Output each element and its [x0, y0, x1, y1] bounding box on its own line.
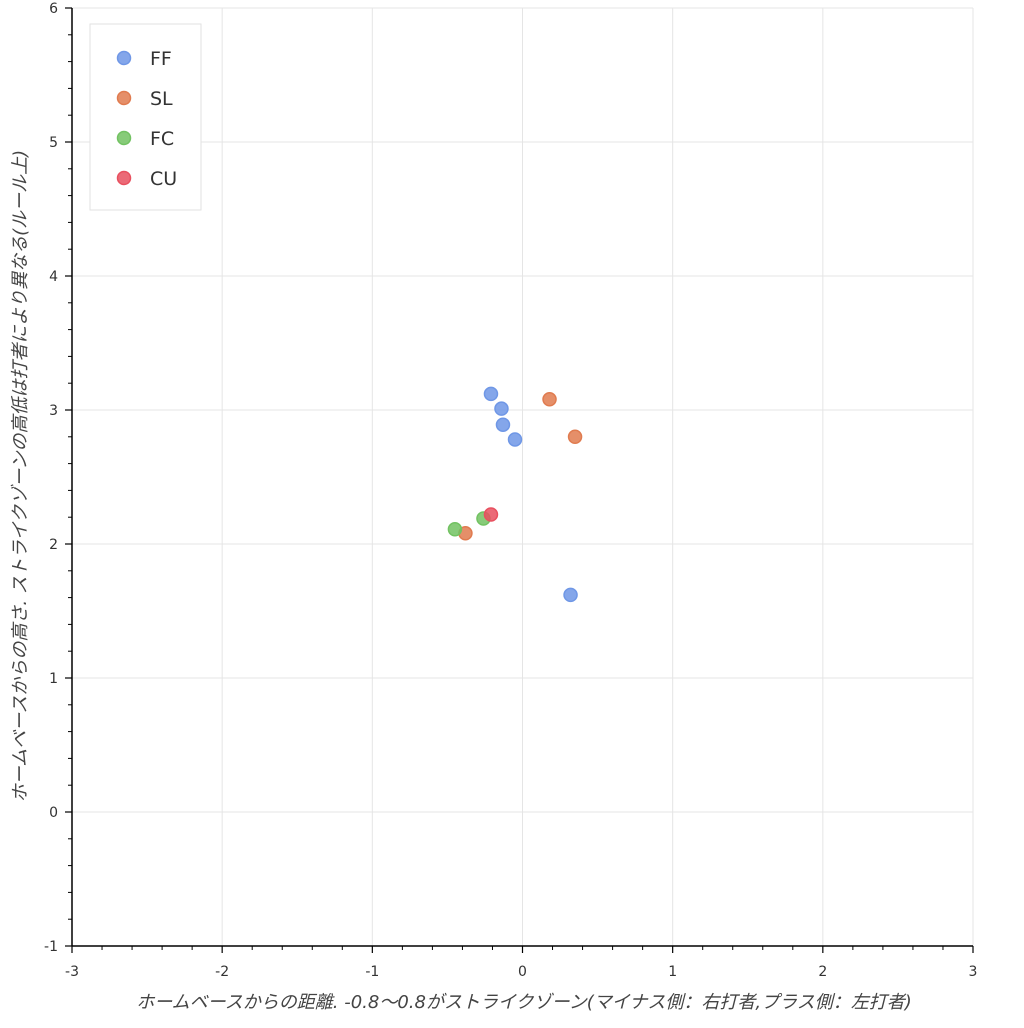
y-tick-label: 5: [49, 135, 58, 151]
x-tick-label: 2: [818, 964, 827, 980]
x-tick-label: 0: [518, 964, 527, 980]
y-tick-label: 2: [49, 537, 58, 553]
x-axis-title: ホームベースからの距離. -0.8〜0.8がストライクゾーン(マイナス側：右打者…: [136, 992, 912, 1013]
data-point-ff: [495, 417, 511, 432]
legend-marker-cu: [116, 170, 132, 186]
x-tick-label: 3: [969, 964, 978, 980]
data-point-sl: [567, 429, 583, 445]
legend: FF SL FC CU: [89, 23, 202, 211]
y-axis-title: ホームベースからの高さ. ストライクゾーンの高低は打者により異なる(ルール上): [10, 150, 31, 802]
legend-marker-ff: [116, 50, 132, 66]
x-tick-label: 1: [668, 964, 677, 980]
x-tick-label: -2: [215, 964, 229, 980]
y-tick-label: 1: [49, 671, 58, 687]
legend-box: [89, 23, 202, 211]
data-point-sl: [542, 392, 557, 407]
y-tick-label: -1: [44, 939, 58, 955]
x-tick-label: -3: [65, 964, 79, 980]
legend-label-fc: FC: [150, 128, 174, 150]
data-point-fc: [447, 522, 463, 537]
axes: -3 -2 -1 0 1 2 3 -1 0 1 2 3 4 5 6: [44, 1, 977, 980]
legend-label-cu: CU: [150, 168, 177, 190]
y-tick-label: 6: [49, 1, 58, 17]
data-point-ff: [563, 587, 578, 603]
y-tick-label: 3: [49, 403, 58, 419]
data-point-cu: [483, 507, 499, 522]
data-point-ff: [507, 432, 523, 447]
legend-label-sl: SL: [150, 88, 173, 110]
legend-label-ff: FF: [150, 48, 172, 70]
grid: [71, 7, 974, 947]
x-tick-label: -1: [365, 964, 379, 980]
y-tick-label: 0: [49, 805, 58, 821]
data-point-ff: [494, 401, 509, 416]
data-points: [447, 386, 583, 603]
legend-marker-sl: [116, 90, 132, 106]
legend-marker-fc: [116, 130, 132, 146]
y-tick-label: 4: [49, 269, 58, 285]
data-point-ff: [483, 386, 499, 402]
